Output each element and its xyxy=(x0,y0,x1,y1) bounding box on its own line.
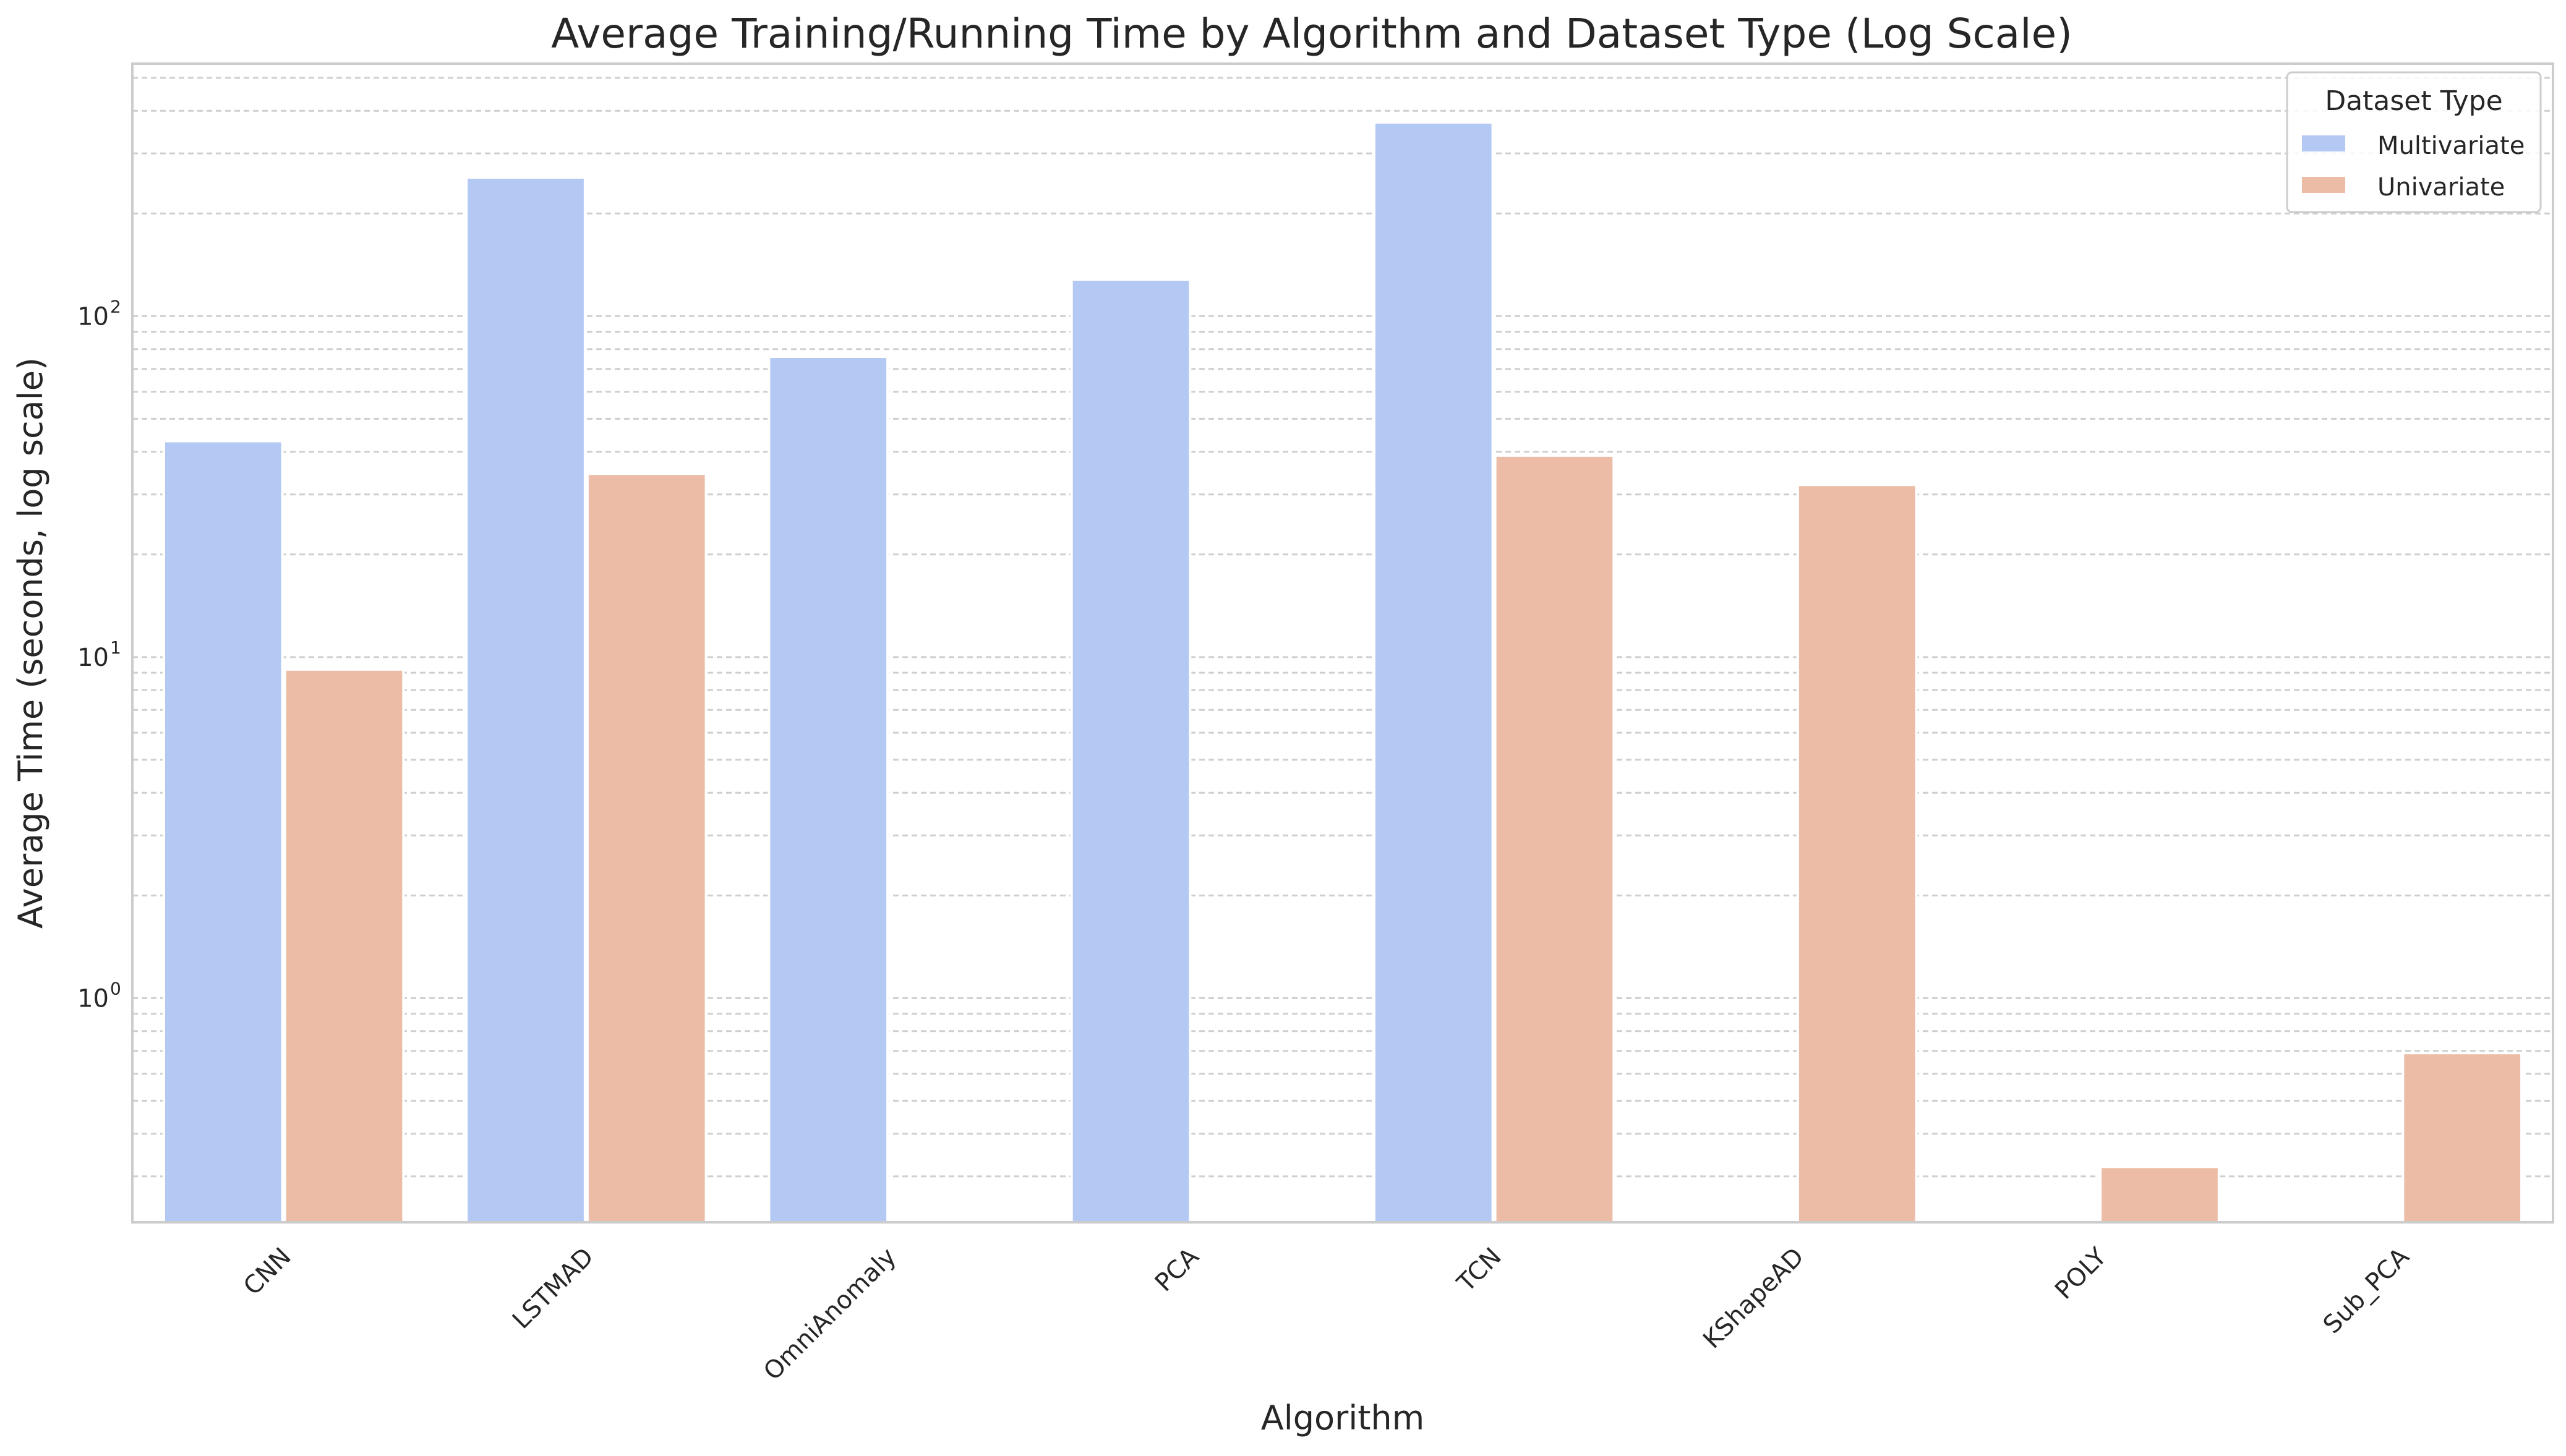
plot-frame xyxy=(131,62,2554,1224)
bar-univariate-poly xyxy=(2099,1165,2220,1224)
legend: Dataset Type Multivariate Univariate xyxy=(2286,71,2542,213)
bar-univariate-tcn xyxy=(1494,454,1615,1224)
y-tick-exponent-1: 1 xyxy=(110,637,121,658)
y-tick-0: 10 0 xyxy=(77,978,121,1013)
y-axis-label: Average Time (seconds, log scale) xyxy=(11,357,50,929)
y-tick-exponent-0: 0 xyxy=(110,978,121,998)
x-tick-label-omnianomaly: OmniAnomaly xyxy=(758,1243,902,1386)
x-tick-labels: CNN LSTMAD OmniAnomaly PCA TCN KShapeAD POLY Su… xyxy=(238,1242,2415,1386)
x-tick-label-tcn: TCN xyxy=(1452,1243,1507,1298)
legend-title: Dataset Type xyxy=(2325,85,2502,117)
bar-multivariate-omnianomaly xyxy=(768,355,889,1224)
legend-swatch-multivariate xyxy=(2302,135,2345,151)
bar-univariate-kshapead xyxy=(1796,483,1918,1224)
bar-univariate-cnn xyxy=(283,668,405,1224)
bar-multivariate-pca xyxy=(1070,278,1192,1224)
x-tick-label-lstmad: LSTMAD xyxy=(507,1243,599,1335)
bar-multivariate-lstmad xyxy=(465,176,586,1224)
bar-univariate-lstmad xyxy=(586,472,708,1224)
legend-label-multivariate: Multivariate xyxy=(2377,132,2525,160)
legend-swatch-univariate xyxy=(2302,177,2345,193)
x-tick-label-kshapead: KShapeAD xyxy=(1698,1243,1810,1355)
bars xyxy=(162,121,2523,1224)
bar-multivariate-tcn xyxy=(1372,121,1494,1224)
x-tick-label-sub-pca: Sub_PCA xyxy=(2318,1242,2415,1339)
bar-multivariate-cnn xyxy=(162,440,284,1224)
x-tick-label-cnn: CNN xyxy=(238,1243,297,1301)
y-tick-exponent-2: 2 xyxy=(110,296,121,317)
legend-label-univariate: Univariate xyxy=(2377,173,2505,202)
y-tick-label-2: 10 xyxy=(77,302,109,331)
x-tick-label-pca: PCA xyxy=(1150,1242,1205,1297)
y-tick-1: 10 1 xyxy=(77,637,121,672)
bar-univariate-sub-pca xyxy=(2401,1052,2523,1224)
x-axis-label: Algorithm xyxy=(1261,1399,1424,1437)
y-tick-label-1: 10 xyxy=(77,644,109,672)
chart-title: Average Training/Running Time by Algorit… xyxy=(551,10,2072,57)
legend-box xyxy=(2286,71,2542,213)
y-tick-2: 10 2 xyxy=(77,296,121,331)
y-tick-label-0: 10 xyxy=(77,984,109,1013)
x-tick-label-poly: POLY xyxy=(2050,1242,2113,1305)
